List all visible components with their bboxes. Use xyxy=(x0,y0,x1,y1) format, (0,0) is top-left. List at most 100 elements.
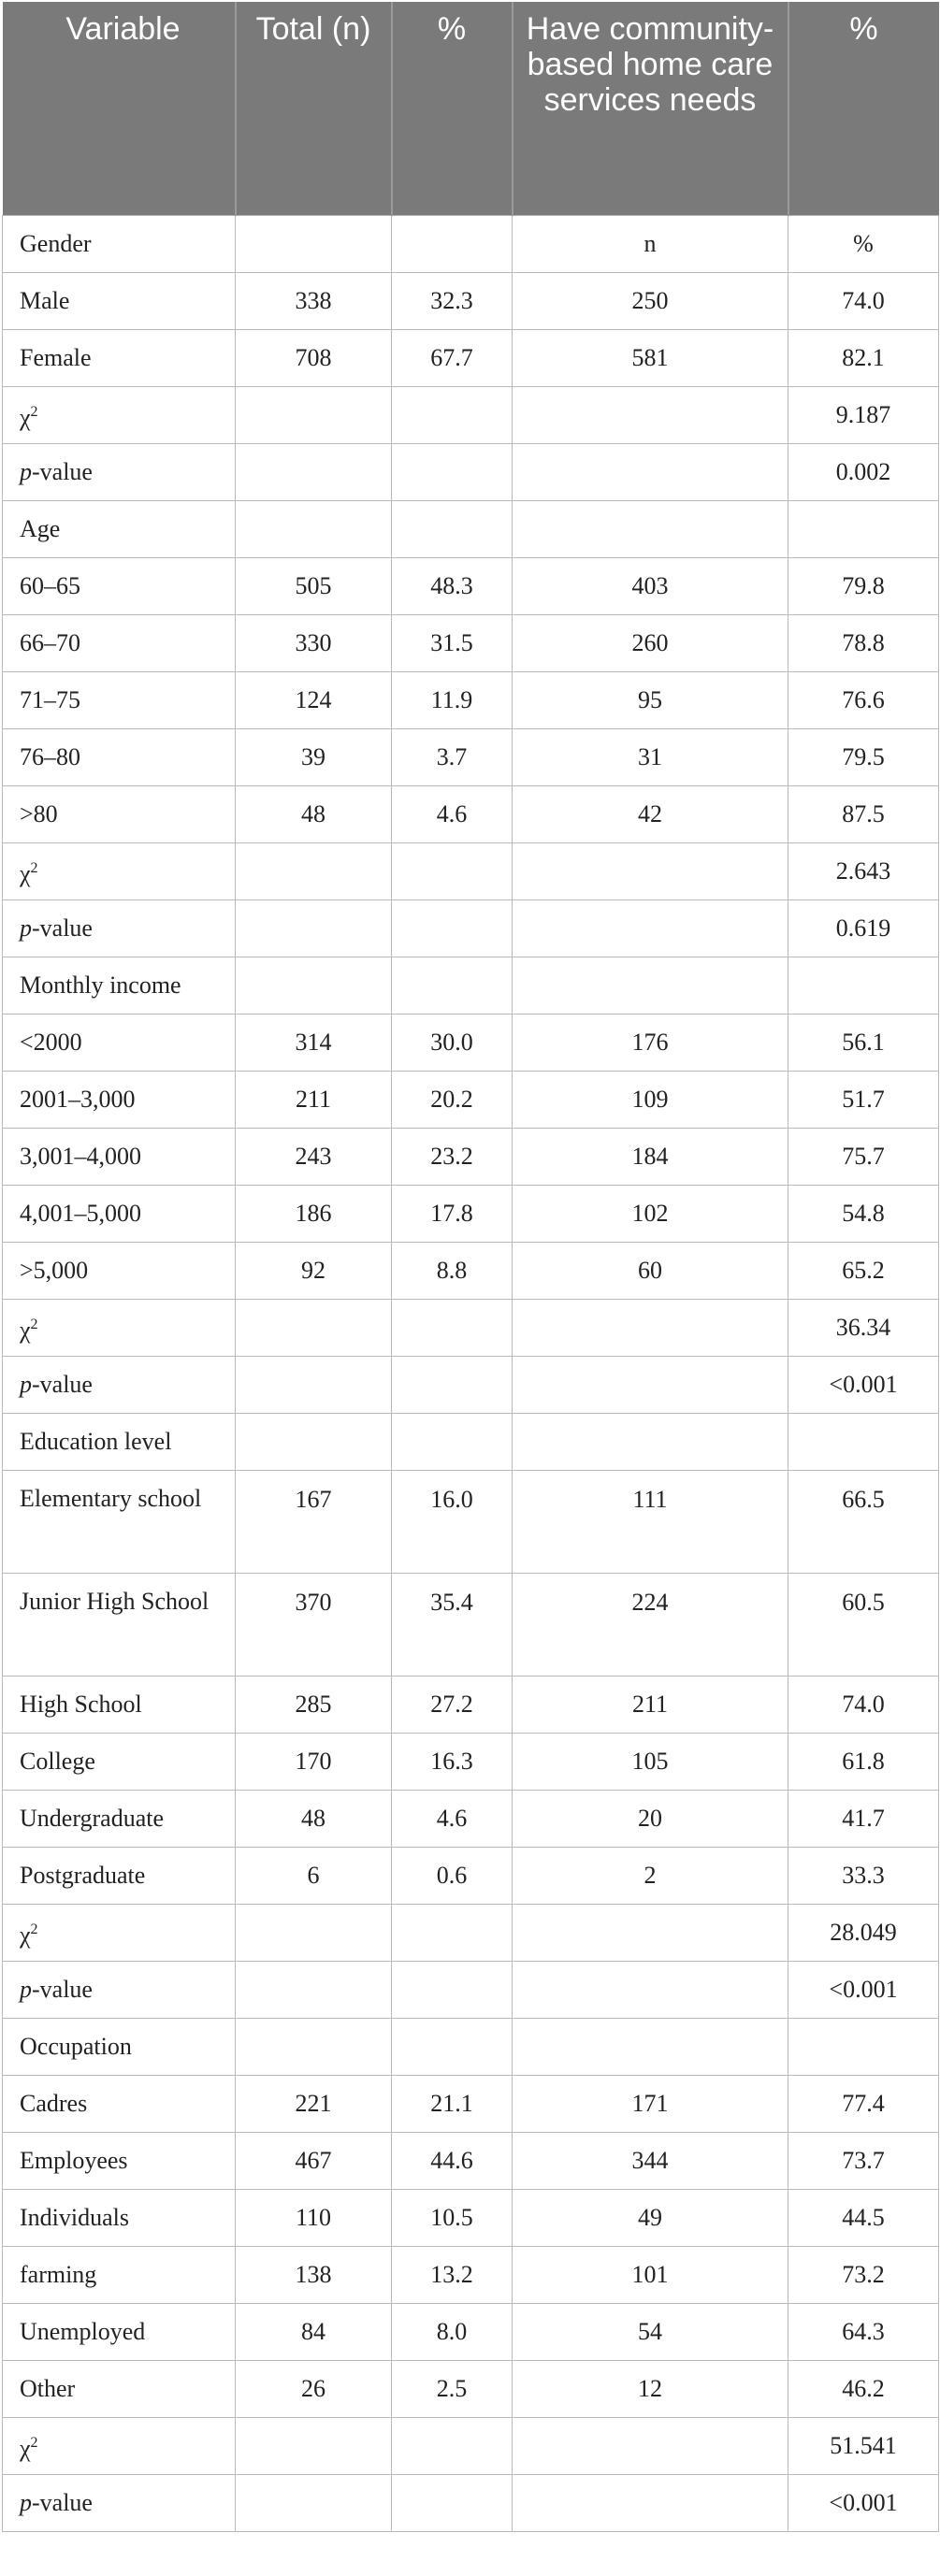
p-suffix: -value xyxy=(32,1370,93,1398)
total-value: 285 xyxy=(235,1675,392,1734)
empty-cell xyxy=(391,1960,513,2019)
p-suffix: -value xyxy=(32,914,93,942)
p-letter: p xyxy=(20,1975,32,2003)
percent-value: 4.6 xyxy=(391,1789,513,1848)
percent-value: 32.3 xyxy=(391,271,513,330)
percent-value: 2.5 xyxy=(391,2359,513,2418)
empty-cell xyxy=(391,1412,513,1471)
needs-percent: 73.7 xyxy=(788,2131,939,2190)
table-row: >80 48 4.6 42 87.5 xyxy=(2,784,939,843)
empty-cell xyxy=(512,2416,788,2475)
table-row: College 170 16.3 105 61.8 xyxy=(2,1732,939,1791)
chi-square-label: χ2 xyxy=(2,842,236,900)
section-label: Occupation xyxy=(2,2017,236,2076)
row-label: Junior High School xyxy=(2,1572,236,1677)
empty-cell xyxy=(235,2473,392,2532)
subheader-percent xyxy=(788,956,939,1015)
percent-value: 67.7 xyxy=(391,328,513,387)
empty-cell xyxy=(235,499,392,558)
empty-cell xyxy=(512,1960,788,2019)
header-needs: Have community-based home care services … xyxy=(512,2,789,215)
table-row: Cadres 221 21.1 171 77.4 xyxy=(2,2074,939,2133)
total-value: 186 xyxy=(235,1184,392,1243)
percent-value: 20.2 xyxy=(391,1070,513,1129)
percent-value: 30.0 xyxy=(391,1013,513,1072)
needs-percent: 82.1 xyxy=(788,328,939,387)
empty-cell xyxy=(235,899,392,957)
needs-percent: 73.2 xyxy=(788,2245,939,2304)
row-label: Cadres xyxy=(2,2074,236,2133)
chi-symbol: χ xyxy=(20,1921,31,1949)
chi-square-value: 9.187 xyxy=(788,385,939,444)
table-row: 60–65 505 48.3 403 79.8 xyxy=(2,556,939,615)
table-row: 71–75 124 11.9 95 76.6 xyxy=(2,670,939,729)
table-row: 4,001–5,000 186 17.8 102 54.8 xyxy=(2,1184,939,1243)
needs-count: 111 xyxy=(512,1469,788,1574)
row-label: Other xyxy=(2,2359,236,2418)
percent-value: 23.2 xyxy=(391,1127,513,1186)
p-value: 0.619 xyxy=(788,899,939,957)
empty-cell xyxy=(235,1355,392,1414)
total-value: 167 xyxy=(235,1469,392,1574)
p-letter: p xyxy=(20,2488,32,2516)
total-value: 221 xyxy=(235,2074,392,2133)
needs-count: 2 xyxy=(512,1846,788,1905)
needs-count: 171 xyxy=(512,2074,788,2133)
row-label: Elementary school xyxy=(2,1469,236,1574)
needs-count: 260 xyxy=(512,613,788,672)
chi-superscript: 2 xyxy=(30,859,38,876)
table-row: >5,000 92 8.8 60 65.2 xyxy=(2,1241,939,1300)
p-letter: p xyxy=(20,1370,32,1398)
row-label: 4,001–5,000 xyxy=(2,1184,236,1243)
percent-value: 35.4 xyxy=(391,1572,513,1677)
empty-cell xyxy=(235,1960,392,2019)
chi-square-value: 51.541 xyxy=(788,2416,939,2475)
p-value-label: p-value xyxy=(2,1960,236,2019)
empty-cell xyxy=(391,2473,513,2532)
needs-count: 31 xyxy=(512,727,788,786)
needs-percent: 74.0 xyxy=(788,271,939,330)
percent-value: 31.5 xyxy=(391,613,513,672)
chi-square-row: χ2 36.34 xyxy=(2,1298,939,1357)
p-value-row: p-value 0.619 xyxy=(2,899,939,957)
total-value: 708 xyxy=(235,328,392,387)
percent-value: 8.8 xyxy=(391,1241,513,1300)
p-letter: p xyxy=(20,914,32,942)
percent-value: 27.2 xyxy=(391,1675,513,1734)
needs-count: 250 xyxy=(512,271,788,330)
p-suffix: -value xyxy=(32,457,93,485)
needs-count: 12 xyxy=(512,2359,788,2418)
needs-count: 102 xyxy=(512,1184,788,1243)
subheader-n xyxy=(512,2017,788,2076)
chi-square-value: 36.34 xyxy=(788,1298,939,1357)
chi-superscript: 2 xyxy=(30,403,38,420)
needs-percent: 66.5 xyxy=(788,1469,939,1574)
percent-value: 16.0 xyxy=(391,1469,513,1574)
section-label: Monthly income xyxy=(2,956,236,1015)
empty-cell xyxy=(512,899,788,957)
p-letter: p xyxy=(20,457,32,485)
needs-percent: 41.7 xyxy=(788,1789,939,1848)
table-body: Gender n% Male 338 32.3 250 74.0 Female 708 67.7 5… xyxy=(2,214,939,2532)
total-value: 330 xyxy=(235,613,392,672)
percent-value: 3.7 xyxy=(391,727,513,786)
total-value: 314 xyxy=(235,1013,392,1072)
table-row: <2000 314 30.0 176 56.1 xyxy=(2,1013,939,1072)
empty-cell xyxy=(512,1355,788,1414)
empty-cell xyxy=(391,2017,513,2076)
table-row: 66–70 330 31.5 260 78.8 xyxy=(2,613,939,672)
empty-cell xyxy=(235,214,392,273)
p-value: <0.001 xyxy=(788,2473,939,2532)
chi-superscript: 2 xyxy=(30,1921,38,1937)
percent-value: 17.8 xyxy=(391,1184,513,1243)
total-value: 467 xyxy=(235,2131,392,2190)
needs-percent: 46.2 xyxy=(788,2359,939,2418)
table-row: farming 138 13.2 101 73.2 xyxy=(2,2245,939,2304)
p-value-label: p-value xyxy=(2,899,236,957)
total-value: 370 xyxy=(235,1572,392,1677)
chi-square-row: χ2 51.541 xyxy=(2,2416,939,2475)
empty-cell xyxy=(391,499,513,558)
empty-cell xyxy=(235,1298,392,1357)
empty-cell xyxy=(235,956,392,1015)
